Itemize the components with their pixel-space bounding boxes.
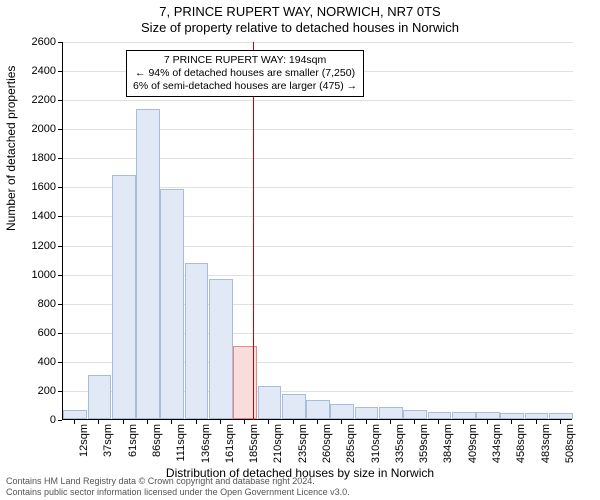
chart-title-main: 7, PRINCE RUPERT WAY, NORWICH, NR7 0TS — [0, 4, 600, 19]
y-tick-mark — [58, 100, 62, 101]
bar — [306, 400, 330, 419]
bar — [403, 410, 427, 419]
bar — [136, 109, 160, 419]
y-tick-mark — [58, 42, 62, 43]
bar — [63, 410, 87, 419]
y-tick-label: 1400 — [20, 210, 56, 222]
x-tick-mark — [487, 420, 488, 424]
y-tick-label: 2000 — [20, 123, 56, 135]
y-tick-label: 2400 — [20, 65, 56, 77]
plot-area — [62, 42, 572, 420]
y-tick-label: 200 — [20, 385, 56, 397]
annotation-box: 7 PRINCE RUPERT WAY: 194sqm ← 94% of det… — [126, 50, 364, 97]
bar — [379, 407, 403, 419]
y-tick-mark — [58, 275, 62, 276]
bar — [330, 404, 354, 419]
y-tick-mark — [58, 71, 62, 72]
footer-attribution: Contains HM Land Registry data © Crown c… — [6, 476, 350, 498]
y-tick-mark — [58, 216, 62, 217]
y-tick-label: 400 — [20, 356, 56, 368]
y-tick-label: 2200 — [20, 94, 56, 106]
x-tick-mark — [74, 420, 75, 424]
y-tick-mark — [58, 391, 62, 392]
x-tick-mark — [438, 420, 439, 424]
y-tick-mark — [58, 246, 62, 247]
y-tick-label: 1600 — [20, 181, 56, 193]
chart-container: 7, PRINCE RUPERT WAY, NORWICH, NR7 0TS S… — [0, 0, 600, 500]
x-tick-mark — [171, 420, 172, 424]
y-tick-mark — [58, 158, 62, 159]
bar — [160, 189, 184, 419]
x-tick-mark — [317, 420, 318, 424]
bar — [258, 386, 282, 419]
annotation-line-1: 7 PRINCE RUPERT WAY: 194sqm — [133, 54, 357, 67]
x-tick-mark — [293, 420, 294, 424]
bar — [525, 413, 549, 419]
annotation-line-2: ← 94% of detached houses are smaller (7,… — [133, 67, 357, 80]
y-tick-mark — [58, 187, 62, 188]
footer-line-1: Contains HM Land Registry data © Crown c… — [6, 476, 350, 487]
x-tick-mark — [341, 420, 342, 424]
bar — [476, 412, 500, 419]
x-tick-mark — [244, 420, 245, 424]
bar — [185, 263, 209, 419]
footer-line-2: Contains public sector information licen… — [6, 487, 350, 498]
bar — [88, 375, 112, 419]
y-tick-mark — [58, 129, 62, 130]
y-tick-mark — [58, 362, 62, 363]
x-tick-mark — [98, 420, 99, 424]
x-tick-mark — [536, 420, 537, 424]
x-tick-mark — [463, 420, 464, 424]
y-tick-mark — [58, 420, 62, 421]
y-tick-mark — [58, 304, 62, 305]
x-tick-mark — [220, 420, 221, 424]
bar — [112, 175, 136, 419]
x-tick-mark — [123, 420, 124, 424]
y-tick-label: 1000 — [20, 269, 56, 281]
y-tick-label: 0 — [20, 414, 56, 426]
x-tick-mark — [366, 420, 367, 424]
y-tick-mark — [58, 333, 62, 334]
bars-group — [63, 41, 573, 419]
x-tick-mark — [390, 420, 391, 424]
bar — [282, 394, 306, 419]
bar — [355, 407, 379, 419]
annotation-line-3: 6% of semi-detached houses are larger (4… — [133, 80, 357, 93]
marker-line — [253, 42, 254, 420]
x-tick-mark — [560, 420, 561, 424]
x-tick-mark — [147, 420, 148, 424]
bar — [452, 412, 476, 419]
y-tick-label: 800 — [20, 298, 56, 310]
y-axis-label: Number of detached properties — [4, 66, 18, 231]
y-tick-label: 1200 — [20, 240, 56, 252]
y-tick-label: 2600 — [20, 36, 56, 48]
x-tick-mark — [414, 420, 415, 424]
bar — [549, 413, 573, 419]
x-tick-mark — [268, 420, 269, 424]
bar — [500, 413, 524, 419]
bar — [209, 279, 233, 419]
x-tick-mark — [196, 420, 197, 424]
chart-title-sub: Size of property relative to detached ho… — [0, 20, 600, 35]
x-tick-mark — [511, 420, 512, 424]
y-tick-label: 600 — [20, 327, 56, 339]
y-tick-label: 1800 — [20, 152, 56, 164]
bar — [428, 412, 452, 419]
